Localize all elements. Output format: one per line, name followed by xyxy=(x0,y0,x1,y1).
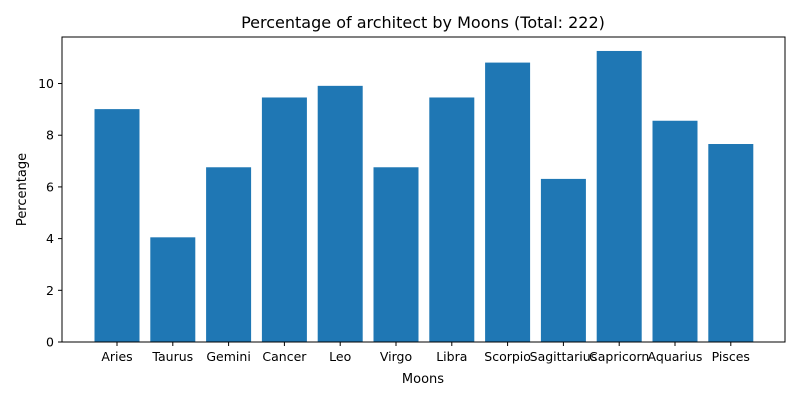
plot-frame xyxy=(61,36,786,343)
y-tick-label: 4 xyxy=(46,231,54,246)
x-tick-label: Gemini xyxy=(206,349,250,364)
bar-libra xyxy=(429,97,475,342)
x-tick-label: Aries xyxy=(101,349,132,364)
x-tick-label: Pisces xyxy=(712,349,750,364)
bar-virgo xyxy=(373,167,419,342)
x-tick-label: Scorpio xyxy=(484,349,531,364)
y-axis-ticks: 0 2 4 6 8 10 xyxy=(38,76,62,350)
bar-cancer xyxy=(261,97,307,342)
y-tick-label: 10 xyxy=(38,76,54,91)
bar-capricorn xyxy=(596,50,642,343)
x-axis-label: Moons xyxy=(402,372,444,387)
x-tick-label: Sagittarius xyxy=(530,349,598,364)
bar-sagittarius xyxy=(540,178,586,342)
x-tick-label: Taurus xyxy=(151,349,193,364)
x-tick-label: Virgo xyxy=(380,349,412,364)
bar-aquarius xyxy=(652,120,698,342)
x-tick-label: Leo xyxy=(329,349,351,364)
y-tick-label: 0 xyxy=(46,335,54,350)
bar-aries xyxy=(94,109,140,342)
bar-scorpio xyxy=(485,62,531,343)
y-tick-label: 8 xyxy=(46,128,54,143)
y-tick-label: 2 xyxy=(46,283,54,298)
bar-taurus xyxy=(150,237,196,342)
bar-pisces xyxy=(708,144,754,342)
x-tick-label: Aquarius xyxy=(648,349,703,364)
bar-gemini xyxy=(206,167,252,342)
y-tick-label: 6 xyxy=(46,179,54,194)
bars-group xyxy=(94,50,754,343)
x-tick-label: Libra xyxy=(436,349,467,364)
x-axis-ticks: Aries Taurus Gemini Cancer Leo Virgo Libra Scor… xyxy=(101,342,750,364)
bar-leo xyxy=(317,85,363,342)
y-axis-label: Percentage xyxy=(15,153,30,226)
chart-title: Percentage of architect by Moons (Total:… xyxy=(241,13,605,32)
x-tick-label: Capricorn xyxy=(589,349,649,364)
x-tick-label: Cancer xyxy=(262,349,307,364)
